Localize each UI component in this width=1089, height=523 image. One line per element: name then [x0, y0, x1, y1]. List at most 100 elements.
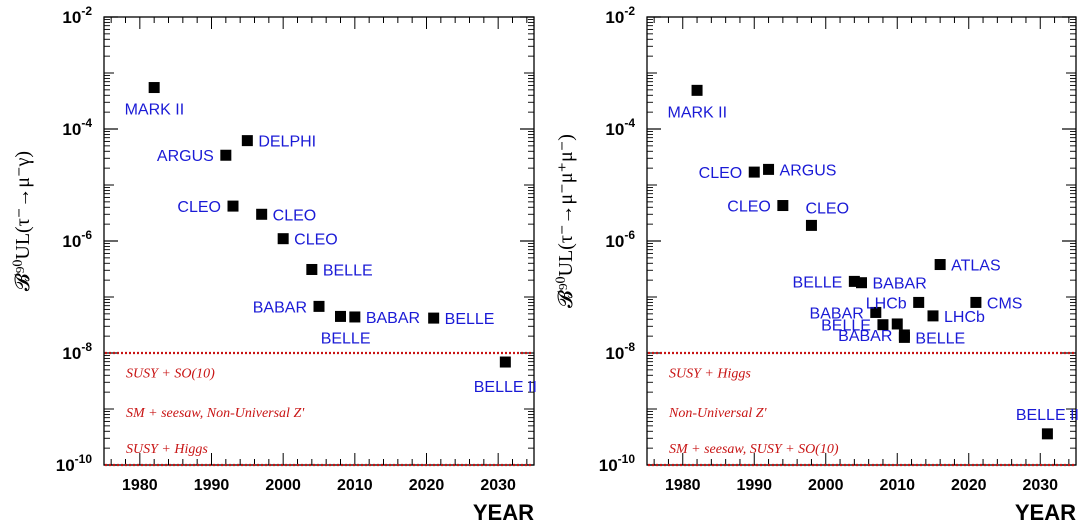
plot-frame — [646, 16, 1077, 466]
experiment-label: ARGUS — [780, 162, 837, 179]
y-tick-label: 10-4 — [605, 116, 635, 139]
experiment-label: DELPHI — [258, 134, 316, 151]
experiment-label: BABAR — [873, 276, 927, 293]
experiment-label: CLEO — [177, 199, 221, 216]
y-tick-mantissa: 10 — [62, 8, 81, 27]
experiment-label: CLEO — [805, 200, 849, 217]
data-point-marker — [927, 310, 939, 322]
data-point-marker — [428, 312, 440, 324]
data-point-marker — [691, 84, 703, 96]
data-point-marker — [277, 233, 289, 245]
y-tick-exponent: -4 — [624, 116, 635, 130]
x-tick-label: 2020 — [409, 477, 445, 494]
experiment-label: CLEO — [727, 199, 771, 216]
data-point-marker — [891, 318, 903, 330]
experiment-label: BELLE — [915, 330, 965, 347]
experiment-label: CLEO — [273, 207, 317, 224]
experiment-label: LHCb — [944, 309, 985, 326]
x-axis-title: YEAR — [473, 500, 534, 523]
y-tick-label: 10-6 — [62, 228, 92, 251]
y-tick-mantissa: 10 — [62, 344, 81, 363]
theory-band-label: SUSY + SO(10) — [126, 367, 215, 382]
data-point-marker — [913, 296, 925, 308]
x-tick-label: 2010 — [879, 477, 915, 494]
theory-band-label: Non-Universal Z' — [668, 406, 768, 421]
y-tick-mantissa: 10 — [605, 8, 624, 27]
experiment-label: BELLE II — [1016, 407, 1079, 424]
data-point-marker — [349, 311, 361, 323]
y-tick-mantissa: 10 — [605, 344, 624, 363]
y-axis-title: 𝓑⁹⁰UL(τ⁻→μ⁻γ) — [12, 151, 34, 291]
y-tick-exponent: -6 — [81, 228, 92, 242]
y-tick-mantissa: 10 — [62, 232, 81, 251]
x-tick-label: 2000 — [265, 477, 301, 494]
y-tick-label: 10-8 — [605, 340, 635, 363]
experiment-label: CLEO — [699, 165, 743, 182]
data-point-marker — [227, 200, 239, 212]
experiment-label: MARK II — [125, 102, 185, 119]
theory-band-label: SM + seesaw, SUSY + SO(10) — [669, 442, 839, 457]
data-point-marker — [877, 319, 889, 331]
y-tick-exponent: -8 — [624, 340, 635, 354]
x-tick-label: 1980 — [122, 477, 158, 494]
theory-band-label: SUSY + Higgs — [126, 442, 208, 457]
experiment-label: BELLE — [321, 330, 371, 347]
y-tick-label: 10-2 — [62, 4, 92, 27]
data-point-marker — [148, 82, 160, 94]
experiment-label: BELLE — [323, 262, 373, 279]
data-point-marker — [499, 356, 511, 368]
data-point-marker — [313, 300, 325, 312]
y-tick-mantissa: 10 — [605, 232, 624, 251]
data-point-marker — [748, 166, 760, 178]
experiment-label: BELLE — [445, 311, 495, 328]
experiment-label: ATLAS — [951, 258, 1001, 275]
x-tick-label: 2030 — [1022, 477, 1058, 494]
theory-band-label: SM + seesaw, Non-Universal Z' — [126, 406, 305, 421]
y-tick-exponent: -8 — [81, 340, 92, 354]
y-tick-exponent: -10 — [75, 452, 93, 466]
y-tick-mantissa: 10 — [605, 120, 624, 139]
y-tick-mantissa: 10 — [56, 456, 75, 475]
x-tick-label: 2020 — [951, 477, 987, 494]
x-tick-label: 1980 — [665, 477, 701, 494]
experiment-label: BABAR — [366, 310, 420, 327]
x-axis-title: YEAR — [1015, 500, 1076, 523]
data-point-marker — [335, 310, 346, 322]
data-point-marker — [763, 163, 775, 175]
experiment-label: BABAR — [253, 299, 307, 316]
experiment-label: CMS — [987, 295, 1023, 312]
x-tick-label: 1990 — [736, 477, 772, 494]
data-point-marker — [870, 306, 882, 318]
data-point-marker — [220, 149, 232, 161]
data-point-marker — [934, 259, 946, 271]
data-point-marker — [256, 208, 268, 220]
y-tick-exponent: -2 — [624, 4, 635, 18]
x-tick-label: 2010 — [337, 477, 373, 494]
y-tick-label: 10-2 — [605, 4, 635, 27]
data-point-marker — [1041, 428, 1053, 440]
y-tick-mantissa: 10 — [599, 456, 618, 475]
y-tick-label: 10-10 — [599, 452, 636, 475]
theory-band-label: SUSY + Higgs — [669, 367, 751, 382]
data-point-marker — [898, 331, 910, 343]
data-point-marker — [777, 200, 789, 212]
experiment-label: BABAR — [810, 305, 864, 322]
y-tick-label: 10-6 — [605, 228, 635, 251]
y-tick-label: 10-8 — [62, 340, 92, 363]
data-point-marker — [306, 263, 318, 275]
y-tick-mantissa: 10 — [62, 120, 81, 139]
experiment-label: BELLE — [793, 274, 843, 291]
y-tick-exponent: -2 — [81, 4, 92, 18]
x-tick-label: 2000 — [808, 477, 844, 494]
experiment-label: MARK II — [667, 104, 727, 121]
data-point-marker — [805, 219, 817, 231]
data-point-marker — [241, 135, 253, 147]
data-point-marker — [848, 275, 860, 287]
data-point-marker — [970, 296, 982, 308]
y-tick-label: 10-4 — [62, 116, 92, 139]
y-axis-title: 𝓑⁹⁰UL(τ⁻→μ⁻μ⁺μ⁻) — [555, 134, 577, 308]
data-point-marker — [856, 277, 867, 289]
